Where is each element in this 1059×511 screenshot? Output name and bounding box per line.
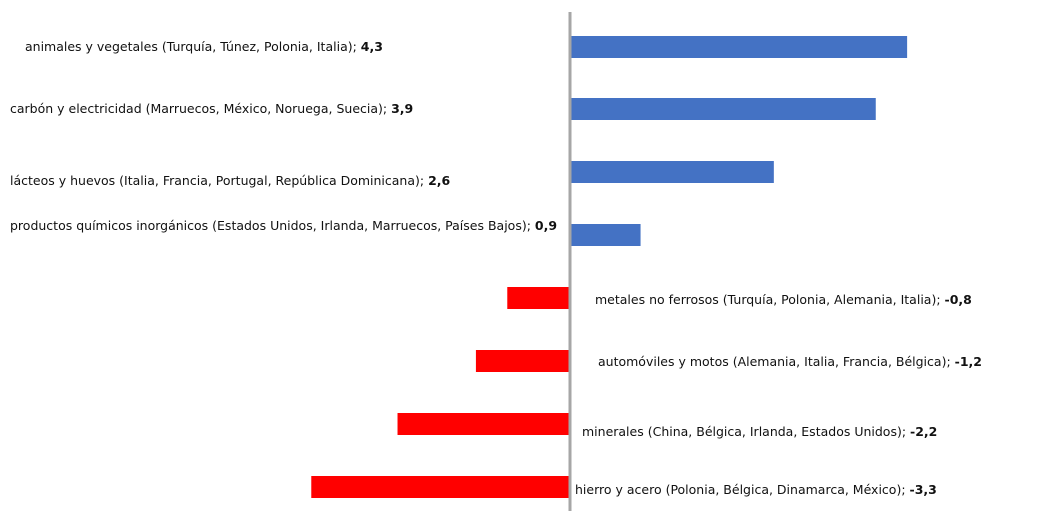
bar [397, 413, 570, 435]
value-label: 3,9 [391, 101, 414, 116]
bar-label: metales no ferrosos (Turquía, Polonia, A… [595, 290, 972, 310]
bar [570, 161, 774, 183]
bar [570, 36, 908, 58]
category-label: hierro y acero (Polonia, Bélgica, Dinama… [575, 482, 906, 497]
category-label: animales y vegetales (Turquía, Túnez, Po… [25, 39, 357, 54]
category-label: carbón y electricidad (Marruecos, México… [10, 101, 388, 116]
bar [311, 476, 570, 498]
bar-label: productos químicos inorgánicos (Estados … [10, 216, 590, 236]
category-label: minerales (China, Bélgica, Irlanda, Esta… [582, 424, 907, 439]
bar-label: animales y vegetales (Turquía, Túnez, Po… [25, 37, 383, 57]
bar-label: lácteos y huevos (Italia, Francia, Portu… [10, 171, 450, 191]
value-label: -3,3 [909, 482, 937, 497]
value-label: 4,3 [360, 39, 383, 54]
bar [475, 350, 570, 372]
bar-label: hierro y acero (Polonia, Bélgica, Dinama… [575, 480, 937, 500]
category-label: metales no ferrosos (Turquía, Polonia, A… [595, 292, 941, 307]
value-label: -0,8 [944, 292, 972, 307]
value-label: 2,6 [428, 173, 451, 188]
category-label: productos químicos inorgánicos (Estados … [10, 218, 531, 233]
bar-label: automóviles y motos (Alemania, Italia, F… [598, 352, 982, 372]
bar [570, 98, 876, 120]
bar-label: carbón y electricidad (Marruecos, México… [10, 99, 413, 119]
bar [570, 224, 641, 246]
category-label: lácteos y huevos (Italia, Francia, Portu… [10, 173, 425, 188]
category-label: automóviles y motos (Alemania, Italia, F… [598, 354, 951, 369]
value-label: 0,9 [534, 218, 558, 233]
bar [507, 287, 570, 309]
value-label: -1,2 [954, 354, 982, 369]
bar-label: minerales (China, Bélgica, Irlanda, Esta… [582, 422, 937, 442]
value-label: -2,2 [910, 424, 938, 439]
